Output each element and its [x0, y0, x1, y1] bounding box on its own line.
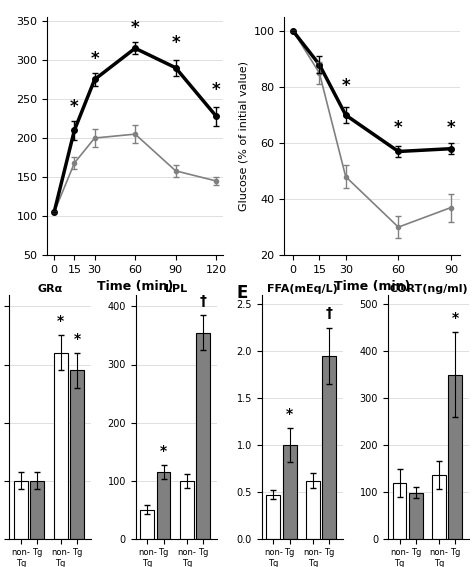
Text: *: *	[70, 98, 79, 116]
Text: *: *	[394, 120, 403, 137]
Bar	[54, 353, 68, 539]
Bar	[266, 494, 280, 539]
Bar	[448, 375, 462, 539]
Text: *: *	[286, 407, 293, 421]
Bar	[30, 481, 45, 539]
X-axis label: Time (min): Time (min)	[334, 281, 410, 294]
Text: E: E	[237, 284, 248, 302]
Bar	[156, 472, 171, 539]
Text: *: *	[57, 314, 64, 328]
Bar	[283, 445, 297, 539]
Text: *: *	[91, 50, 99, 68]
Bar	[70, 370, 84, 539]
Text: *: *	[212, 81, 220, 99]
Bar	[409, 493, 423, 539]
Bar	[392, 483, 407, 539]
Title: GRα: GRα	[37, 284, 63, 294]
Text: †: †	[200, 294, 207, 308]
Title: FFA(mEq/L): FFA(mEq/L)	[267, 284, 338, 294]
Bar	[14, 481, 28, 539]
Text: *: *	[160, 443, 167, 458]
Bar	[306, 480, 320, 539]
Bar	[432, 475, 446, 539]
Text: *: *	[447, 120, 456, 137]
Bar	[196, 333, 210, 539]
Text: *: *	[452, 311, 459, 325]
Title: CORT(ng/ml): CORT(ng/ml)	[389, 284, 468, 294]
Text: *: *	[131, 19, 139, 36]
Text: †: †	[326, 306, 333, 320]
Text: *: *	[73, 332, 81, 345]
Text: *: *	[341, 78, 350, 95]
Text: *: *	[171, 34, 180, 52]
Bar	[322, 356, 336, 539]
X-axis label: Time (min): Time (min)	[97, 281, 173, 294]
Bar	[140, 510, 154, 539]
Bar	[180, 481, 194, 539]
Y-axis label: Glucose (% of initial value): Glucose (% of initial value)	[238, 61, 248, 211]
Title: LPL: LPL	[165, 284, 187, 294]
